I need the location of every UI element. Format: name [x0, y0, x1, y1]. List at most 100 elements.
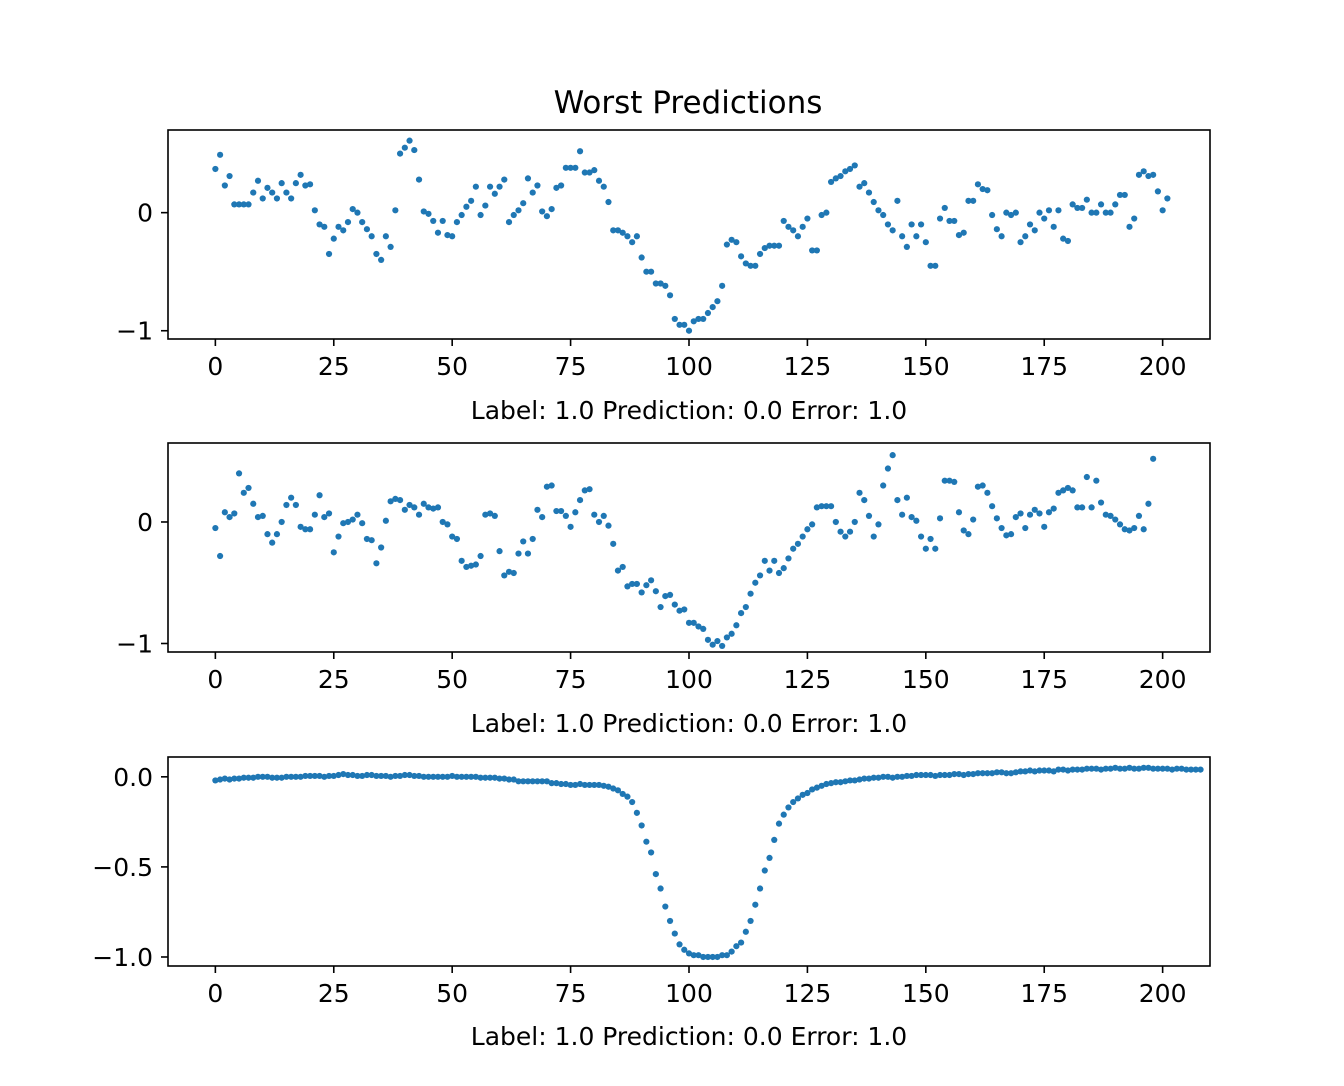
data-point — [292, 180, 299, 187]
data-point — [264, 773, 271, 780]
data-point — [349, 206, 356, 213]
data-point — [1135, 512, 1143, 520]
x-tick-label: 175 — [1020, 665, 1068, 694]
data-point — [529, 535, 536, 543]
data-point — [899, 233, 906, 240]
data-point — [927, 262, 934, 269]
data-point — [316, 221, 323, 228]
y-tick-label: −1.0 — [92, 943, 153, 972]
data-point — [1050, 505, 1057, 512]
data-point — [880, 482, 887, 489]
data-point — [1031, 506, 1038, 513]
subplot-2-xticks: 0 25 50 75 100 125 150 175 200 — [207, 652, 1186, 694]
data-point — [761, 867, 768, 874]
data-point — [1131, 524, 1138, 532]
data-point — [1107, 765, 1114, 772]
data-point — [747, 590, 754, 597]
data-point — [1022, 524, 1029, 532]
data-point — [809, 521, 816, 528]
data-point — [619, 229, 626, 236]
data-point — [1022, 768, 1029, 775]
data-point — [477, 211, 484, 219]
data-point — [794, 795, 802, 802]
data-point — [970, 516, 977, 523]
data-point — [861, 775, 868, 782]
data-point — [709, 641, 716, 648]
data-point — [1007, 211, 1015, 219]
data-point — [231, 775, 238, 782]
data-point — [728, 236, 735, 243]
data-point — [524, 778, 532, 785]
data-point — [1079, 504, 1086, 511]
data-point — [349, 771, 356, 779]
data-point — [562, 780, 569, 788]
data-point — [586, 486, 593, 493]
data-point — [875, 207, 882, 214]
data-point — [889, 227, 896, 234]
data-point — [643, 582, 650, 589]
data-point — [1060, 766, 1067, 773]
x-tick-label: 200 — [1139, 665, 1187, 694]
data-point — [382, 517, 389, 524]
data-point — [666, 292, 674, 299]
data-point — [960, 229, 967, 236]
data-point — [842, 778, 849, 785]
data-point — [515, 778, 522, 785]
data-point — [273, 195, 281, 202]
data-point — [1088, 765, 1095, 772]
data-point — [235, 201, 243, 208]
data-point — [382, 772, 389, 780]
data-point — [297, 773, 304, 780]
x-tick-label: 125 — [784, 352, 832, 381]
data-point — [917, 221, 925, 228]
data-point — [1041, 215, 1048, 222]
data-point — [790, 227, 797, 234]
data-point — [998, 524, 1005, 532]
data-point — [273, 531, 281, 538]
data-point — [463, 563, 470, 571]
data-point — [515, 550, 522, 557]
x-tick-label: 150 — [902, 352, 950, 381]
data-point — [993, 769, 1000, 776]
x-tick-label: 50 — [436, 665, 468, 694]
x-tick-label: 25 — [318, 352, 350, 381]
data-point — [1135, 171, 1143, 178]
data-point — [335, 223, 342, 230]
data-point — [837, 528, 844, 535]
data-point — [648, 577, 655, 584]
data-point — [330, 772, 337, 780]
data-point — [591, 781, 598, 789]
data-point — [747, 262, 754, 269]
data-point — [941, 477, 948, 484]
data-point — [449, 772, 456, 780]
data-point — [316, 492, 323, 499]
data-point — [799, 223, 806, 230]
data-point — [226, 514, 233, 521]
x-tick-label: 175 — [1020, 352, 1068, 381]
data-point — [889, 774, 896, 781]
data-point — [856, 183, 863, 190]
data-point — [425, 210, 432, 217]
data-point — [799, 533, 806, 540]
data-point — [756, 885, 764, 892]
data-point — [401, 144, 408, 151]
x-tick-label: 200 — [1139, 352, 1187, 381]
data-point — [340, 771, 347, 778]
data-point — [1107, 209, 1114, 216]
data-point — [539, 778, 546, 785]
data-point — [524, 175, 532, 182]
data-point — [700, 625, 707, 633]
data-point — [392, 495, 399, 502]
data-point — [624, 233, 631, 240]
data-point — [529, 189, 536, 196]
data-point — [1159, 207, 1166, 214]
data-point — [1064, 237, 1072, 245]
data-point — [453, 535, 461, 543]
data-point — [1140, 168, 1147, 175]
data-point — [359, 772, 366, 780]
data-point — [908, 772, 915, 780]
data-point — [1064, 484, 1072, 492]
data-point — [520, 538, 527, 545]
data-point — [1154, 188, 1161, 195]
data-point — [273, 774, 281, 781]
